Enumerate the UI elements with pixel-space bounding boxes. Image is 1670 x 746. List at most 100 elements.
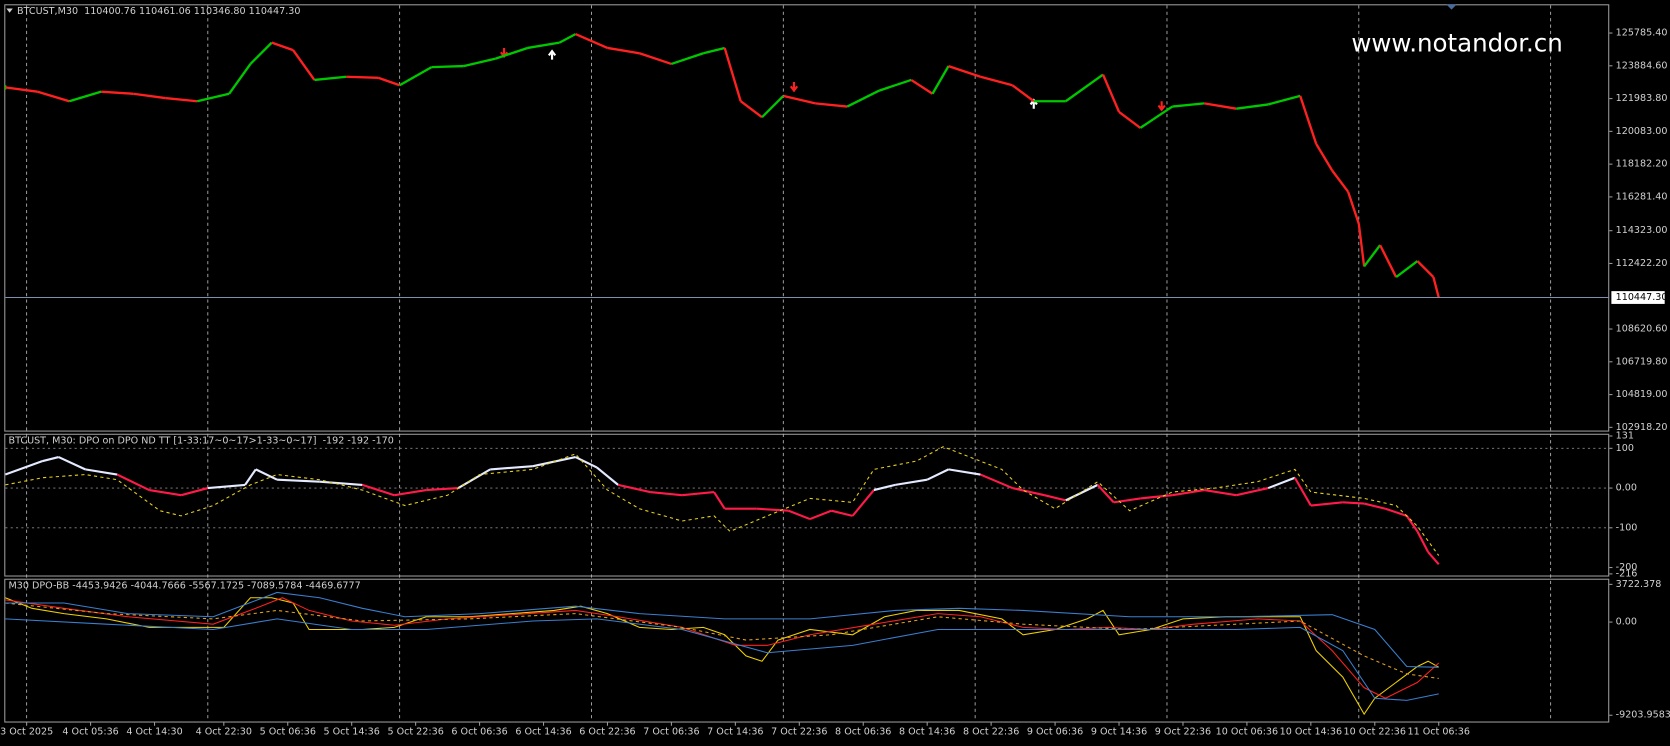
indicator-segment [1096,484,1115,504]
y-tick-label: 118182.20 [1616,159,1668,170]
candle [165,96,198,103]
candle [1299,95,1318,145]
candle [783,94,816,105]
indicator-segment [681,490,715,497]
y-tick-label: 100 [1616,443,1634,454]
indicator-segment [426,486,459,492]
candle [671,52,704,66]
candle [133,92,166,100]
indicator-segment [362,483,395,497]
indicator-segment [809,509,832,521]
x-tick-label: 7 Oct 22:36 [771,727,827,738]
indicator-line [5,602,1439,679]
y-tick-label: 123884.60 [1616,60,1668,71]
price-label: 110447.30 [1616,292,1668,303]
indicator-segment [149,488,182,497]
candle [1204,102,1237,110]
sell-arrow [1157,101,1166,112]
x-tick-label: 11 Oct 06:36 [1408,727,1470,738]
indicator-segment [1293,477,1312,507]
indicator-line [5,597,1440,699]
candle [1347,191,1360,225]
indicator-segment [490,465,533,471]
indicator-line [5,446,1440,556]
indicator-segment [980,473,1013,490]
candle [1395,260,1419,279]
main-panel-frame [4,4,1610,432]
watermark: www.notandor.cn [1351,29,1562,58]
candle [1065,73,1104,103]
buy-arrow [547,49,557,60]
candle [1432,276,1440,298]
candle [931,65,950,95]
candle [703,46,725,55]
candle [1357,223,1366,267]
bb-panel-frame [4,578,1610,723]
signal-arrows [500,47,1166,112]
x-tick-label: 10 Oct 06:36 [1216,727,1278,738]
candle [878,78,912,92]
x-tick-label: 5 Oct 06:36 [260,727,316,738]
indicator-segment [1113,497,1141,504]
indicator-segment [1385,507,1408,517]
indicator-segment [1427,551,1440,566]
indicator-segment [4,460,43,476]
candle [639,52,672,66]
menu-triangle [6,8,13,13]
candle [815,102,848,108]
y-tick-label: 112422.20 [1616,258,1668,269]
y-tick-label: -100 [1616,522,1638,533]
candle [271,41,294,52]
price-label-box [1611,291,1665,304]
x-tick-label: 5 Oct 22:36 [387,727,443,738]
candle [980,75,1013,87]
indicator-segment [617,483,651,494]
indicator-segment [895,478,928,486]
indicator-segment [255,468,278,481]
y-tick-label: 116281.40 [1616,191,1668,202]
y-tick-label: -9203.9583 [1616,710,1670,721]
candle [723,47,742,102]
candle [558,33,577,44]
indicator-segment [873,483,896,492]
indicator-segment [207,483,246,490]
indicator-segment [394,488,427,497]
indicator-segment [1065,483,1099,502]
indicator-segment [948,468,981,476]
x-tick-label: 7 Oct 06:36 [643,727,699,738]
y-tick-label: 104819.00 [1616,389,1668,400]
candle [68,90,102,103]
y-tick-label: 114323.00 [1616,225,1668,236]
indicator-segment [1267,476,1296,490]
candle [1363,244,1382,268]
candle [846,89,880,108]
y-tick-label: 121983.80 [1616,93,1668,104]
indicator-segment [180,487,209,497]
candle [249,41,273,65]
candle [1331,169,1350,193]
indicator-segment [831,509,853,517]
indicator-segment [713,491,726,510]
indicator-segment [649,490,683,497]
candle [431,64,464,69]
candle [948,64,981,78]
indicator-segment [1416,530,1430,553]
indicator-segment [58,456,86,471]
indicator-segment [596,466,619,486]
x-tick-label: 8 Oct 14:36 [899,727,955,738]
candle [399,66,433,87]
x-tick-label: 4 Oct 05:36 [62,727,118,738]
x-tick-label: 9 Oct 14:36 [1091,727,1147,738]
indicator-segment [85,468,118,476]
candle [575,33,608,50]
x-tick-label: 6 Oct 14:36 [515,727,571,738]
candle [761,95,785,119]
indicator-segment [1363,502,1386,510]
panel-title: BTCUST, M30: DPO on DPO ND TT [1-33:17~0… [9,436,394,447]
dpo-panel-frame [4,433,1610,577]
indicator-segment [116,473,150,492]
y-tick-label: 102918.20 [1616,422,1668,433]
y-tick-label: 125785.40 [1616,28,1668,39]
